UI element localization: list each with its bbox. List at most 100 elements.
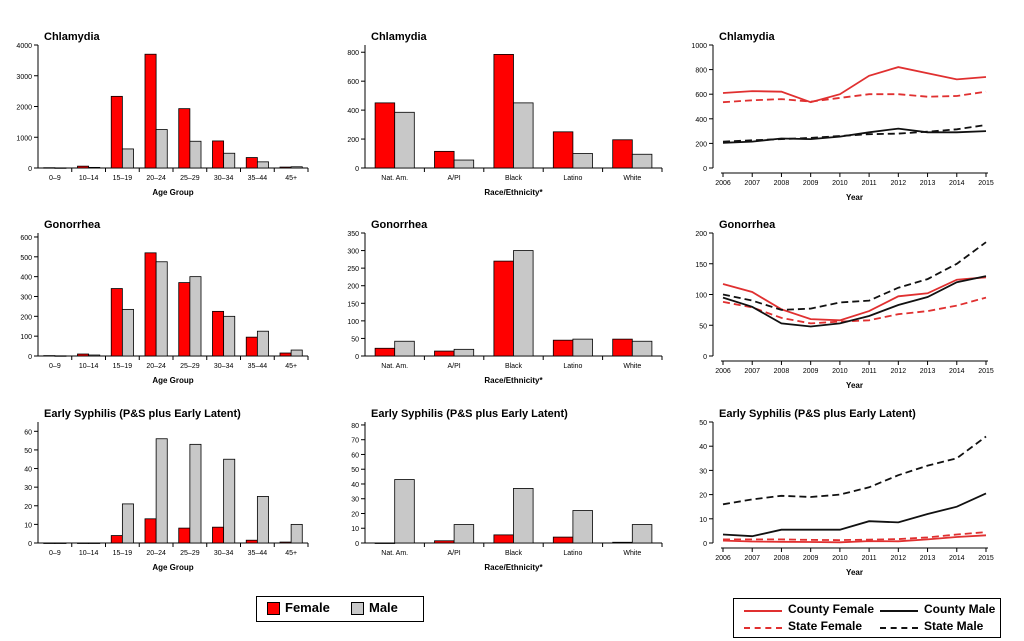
male-bar (631, 153, 653, 169)
x-tick-label: 2010 (832, 368, 848, 375)
male-bar (572, 338, 593, 357)
y-tick-label: 2000 (16, 105, 32, 112)
x-tick-label: 2014 (949, 180, 965, 187)
y-tick-label: 200 (695, 231, 707, 238)
chart-panel-8: Early Syphilis (P&S plus Early Latent) 0 1… (351, 408, 663, 572)
male-bar (189, 443, 202, 544)
male-bar (513, 488, 534, 544)
y-tick-label: 4000 (16, 43, 32, 50)
y-tick-label: 3000 (16, 74, 32, 81)
female-bar (212, 140, 225, 169)
x-tick-label: 2011 (862, 180, 877, 187)
x-tick-label: 2013 (920, 368, 936, 375)
female-bar (552, 339, 574, 357)
x-tick-label: Latino (563, 363, 582, 370)
female-bar (434, 350, 455, 357)
y-tick-label: 20 (351, 511, 359, 518)
x-tick-label: A/PI (447, 363, 460, 370)
y-tick-label: 0 (28, 354, 32, 361)
x-tick-label: Black (505, 363, 523, 370)
female-bar (144, 53, 157, 169)
x-tick-label: 20–24 (146, 175, 166, 182)
x-tick-label: 25–29 (180, 363, 200, 370)
x-tick-label: Black (505, 550, 523, 557)
y-tick-label: 70 (351, 438, 359, 445)
y-tick-label: 20 (699, 493, 707, 500)
y-tick-label: 0 (355, 354, 359, 361)
x-tick-label: 15–19 (113, 550, 133, 557)
bar-legend-female-label: Female (285, 600, 330, 615)
y-tick-label: 600 (347, 79, 359, 86)
x-tick-label: 2006 (715, 180, 731, 187)
male-bar (572, 510, 593, 544)
male-bar (290, 523, 303, 544)
male-bar (513, 102, 534, 169)
y-tick-label: 300 (20, 294, 32, 301)
x-tick-label: 0–9 (49, 363, 61, 370)
state-male-line (722, 124, 987, 143)
x-tick-label: 45+ (285, 363, 297, 370)
bar-legend-male-label: Male (369, 600, 398, 615)
x-tick-label: 2013 (920, 555, 936, 562)
x-tick-label: 10–14 (79, 550, 99, 557)
line-legend-state-male: State Male (924, 619, 984, 633)
female-bar (612, 139, 633, 169)
x-tick-label: 20–24 (146, 550, 166, 557)
female-bar (279, 166, 292, 169)
x-tick-label: A/PI (447, 175, 460, 182)
female-bar (178, 108, 191, 169)
y-tick-label: 250 (347, 266, 359, 273)
state-female-line (722, 296, 987, 325)
female-bar (552, 536, 574, 544)
line-legend-state-female: State Female (788, 619, 863, 633)
y-tick-label: 800 (695, 68, 707, 75)
male-bar (572, 153, 593, 169)
x-tick-label: Latino (563, 175, 582, 182)
y-tick-label: 150 (347, 301, 359, 308)
x-tick-label: 2015 (978, 368, 994, 375)
x-tick-label: 2014 (949, 555, 965, 562)
y-tick-label: 10 (24, 522, 32, 529)
male-bar (453, 524, 475, 544)
x-tick-label: 25–29 (180, 550, 200, 557)
male-bar (54, 542, 67, 544)
chart-panel-5: Gonorrhea 0 50 100 150 200 250 300 350 Nat. Am. A/… (347, 219, 663, 385)
male-bar (189, 140, 202, 169)
state-male-line-sample (880, 627, 918, 629)
chart-panel-9: Early Syphilis (P&S plus Early Latent) 0 1… (699, 408, 994, 577)
x-tick-label: 45+ (285, 175, 297, 182)
y-tick-label: 100 (347, 319, 359, 326)
male-bar (394, 479, 415, 544)
chart-title: Early Syphilis (P&S plus Early Latent) (44, 408, 241, 420)
y-tick-label: 1000 (16, 135, 32, 142)
male-bar (290, 166, 303, 169)
male-bar (223, 458, 236, 544)
county-female-line (722, 66, 987, 104)
female-bar (77, 165, 90, 169)
x-axis-label: Race/Ethnicity* (484, 563, 543, 572)
y-tick-label: 50 (699, 420, 707, 427)
x-tick-label: 2011 (862, 368, 877, 375)
y-tick-label: 800 (347, 50, 359, 57)
male-bar (394, 340, 415, 357)
male-bar (121, 308, 134, 357)
x-tick-label: 2012 (891, 368, 907, 375)
x-tick-label: 2013 (920, 180, 936, 187)
x-tick-label: 2011 (862, 555, 877, 562)
x-tick-label: 2012 (891, 555, 907, 562)
x-tick-label: 2009 (803, 555, 819, 562)
x-tick-label: 15–19 (113, 363, 133, 370)
male-bar (256, 496, 269, 544)
male-bar (256, 161, 269, 169)
x-tick-label: 35–44 (248, 550, 268, 557)
female-bar (110, 288, 123, 357)
state-female-line-sample (744, 627, 782, 629)
county-female-line (722, 276, 987, 322)
x-tick-label: 30–34 (214, 363, 234, 370)
chart-title: Chlamydia (719, 31, 776, 43)
female-bar (245, 539, 258, 544)
y-tick-label: 200 (20, 314, 32, 321)
x-tick-label: 2010 (832, 180, 848, 187)
chart-panel-2: Chlamydia 0 200 400 600 800 Nat. Am. A/PI Black L… (347, 31, 663, 197)
y-tick-label: 0 (355, 541, 359, 548)
